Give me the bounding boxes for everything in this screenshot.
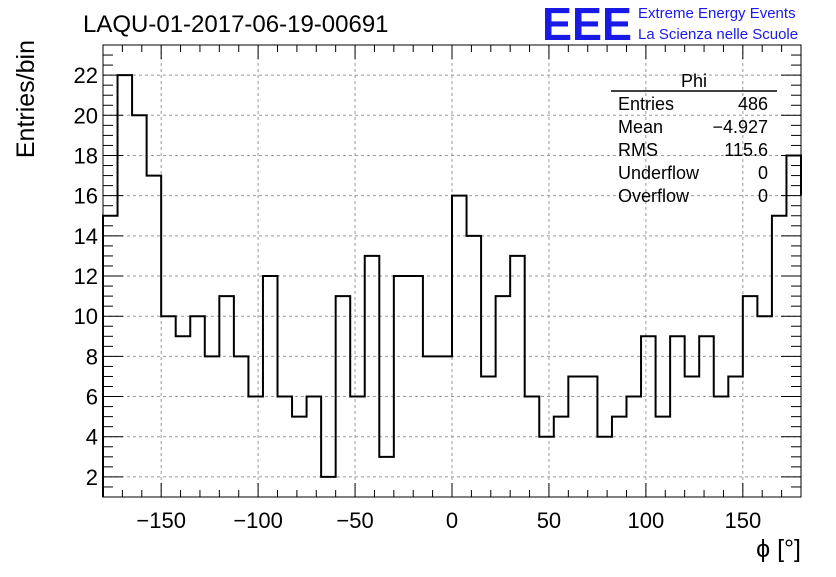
histogram-bin: [699, 336, 714, 497]
histogram-bin: [714, 397, 729, 497]
histogram-bin: [728, 376, 743, 497]
y-tick-label: 22: [74, 63, 98, 88]
y-tick-label: 12: [74, 264, 98, 289]
histogram-bin: [496, 296, 511, 497]
y-tick-label: 16: [74, 184, 98, 209]
histogram-bin: [118, 75, 133, 497]
x-tick-label: 150: [724, 508, 761, 533]
stats-entries-value: 486: [738, 94, 768, 114]
x-tick-label: −100: [233, 508, 283, 533]
y-tick-label: 18: [74, 143, 98, 168]
histogram-bin: [190, 316, 205, 497]
x-tick-label: 0: [446, 508, 458, 533]
histogram-bin: [147, 176, 162, 497]
histogram-outline: [102, 74, 802, 497]
histogram-bin: [743, 296, 758, 497]
histogram-bin: [467, 236, 482, 497]
histogram-bin: [350, 397, 365, 497]
stats-rms-label: RMS: [618, 140, 658, 160]
histogram-bin: [307, 397, 322, 497]
histogram-bin: [612, 417, 627, 497]
stats-box: Phi Entries 486 Mean −4.927 RMS 115.6 Un…: [611, 71, 777, 206]
histogram-bin: [568, 376, 583, 497]
histogram-bin: [685, 376, 700, 497]
stats-overflow-value: 0: [758, 186, 768, 206]
stats-rms-value: 115.6: [724, 140, 768, 160]
stats-mean-label: Mean: [618, 117, 663, 137]
x-tick-label: 50: [537, 508, 561, 533]
histogram-bin: [263, 276, 278, 497]
chart-title: LAQU-01-2017-06-19-00691: [83, 11, 389, 38]
y-tick-label: 10: [74, 304, 98, 329]
histogram-bin: [583, 376, 598, 497]
histogram-bin: [365, 256, 380, 497]
axis-ticks: −150 −100 −50 0 50 100 150 2 4 6 8 10 12 14 16 18 20 22: [74, 44, 801, 533]
histogram-bin: [292, 417, 307, 497]
histogram-bin: [219, 296, 234, 497]
histogram-bin: [336, 296, 351, 497]
x-tick-label: 100: [628, 508, 665, 533]
y-tick-label: 20: [74, 103, 98, 128]
histogram-bin: [234, 356, 249, 497]
stats-overflow-label: Overflow: [618, 186, 690, 206]
org-name-line2: La Scienza nelle Scuole: [638, 26, 798, 43]
histogram-bin: [321, 477, 336, 497]
histogram-bin: [248, 397, 263, 497]
histogram-bin: [408, 276, 423, 497]
histogram-bin: [452, 196, 467, 497]
histogram-bin: [554, 417, 569, 497]
histogram-bin: [278, 397, 293, 497]
x-axis-label: ϕ [°]: [756, 535, 801, 563]
y-tick-label: 6: [86, 385, 98, 410]
org-name-line1: Extreme Energy Events: [638, 5, 796, 22]
histogram-bin: [423, 356, 438, 497]
histogram-bin: [656, 417, 671, 497]
eee-logo: EEE: [542, 0, 632, 50]
histogram-bin: [379, 457, 394, 497]
histogram-bin: [539, 437, 554, 497]
histogram-bin: [627, 397, 642, 497]
histogram-bin: [757, 316, 772, 497]
histogram-bin: [597, 437, 612, 497]
histogram-bin: [481, 376, 496, 497]
y-tick-label: 4: [86, 425, 98, 450]
histogram-bin: [394, 276, 409, 497]
stats-underflow-label: Underflow: [618, 163, 700, 183]
y-tick-label: 2: [86, 465, 98, 490]
stats-mean-value: −4.927: [712, 117, 768, 137]
histogram-bin: [161, 316, 176, 497]
y-tick-label: 8: [86, 344, 98, 369]
histogram-bin: [437, 356, 452, 497]
y-axis-label: Entries/bin: [12, 40, 40, 158]
stats-underflow-value: 0: [758, 163, 768, 183]
histogram-bin: [525, 397, 540, 497]
histogram-bin: [670, 336, 685, 497]
stats-entries-label: Entries: [618, 94, 674, 114]
stats-box-title: Phi: [681, 71, 707, 91]
histogram-bin: [641, 336, 656, 497]
histogram-bin: [176, 336, 191, 497]
histogram-bin: [510, 256, 525, 497]
histogram-bin: [205, 356, 220, 497]
x-tick-label: −50: [336, 508, 373, 533]
histogram-series: [102, 74, 802, 497]
histogram-bin: [132, 115, 147, 497]
y-tick-label: 14: [74, 224, 98, 249]
x-tick-label: −150: [136, 508, 186, 533]
